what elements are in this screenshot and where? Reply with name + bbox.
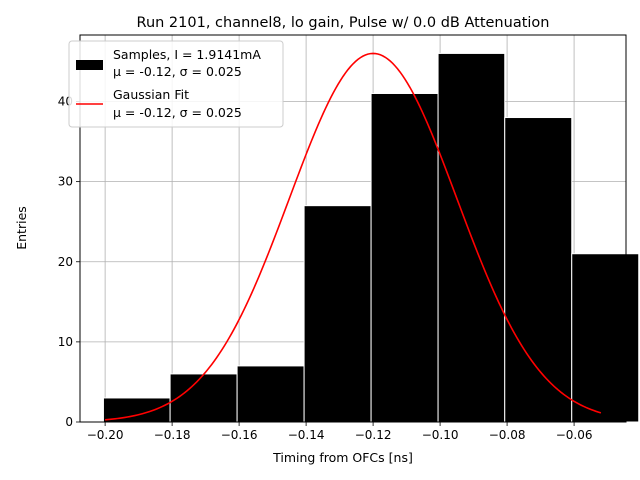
histogram-bar [236,365,305,423]
legend-stats-fit: μ = -0.12, σ = 0.025 [113,105,242,120]
gaussian-fit-curve [105,52,602,421]
y-tick-label: 0 [65,415,73,429]
x-tick-label: −0.20 [87,428,124,442]
legend-stats-samples: μ = -0.12, σ = 0.025 [113,64,242,79]
histogram-bar [571,253,640,423]
x-tick-label: −0.14 [288,428,325,442]
y-tick-label: 10 [58,335,73,349]
histogram-bar [504,117,573,423]
y-axis-label: Entries [14,206,29,250]
x-tick-label: −0.16 [221,428,258,442]
plot-frame [79,34,627,423]
x-tick-label: −0.10 [422,428,459,442]
histogram-bar [169,373,238,423]
legend-label-samples: Samples, I = 1.9141mA [113,47,261,62]
legend: Samples, I = 1.9141mA μ = -0.12, σ = 0.0… [68,40,284,128]
x-tick-label: −0.12 [355,428,392,442]
y-tick-label: 30 [58,175,73,189]
legend-swatch-samples [76,60,103,70]
x-axis-ticks: −0.20 −0.18 −0.16 −0.14 −0.12 −0.10 −0.08 −0.06 [87,422,593,442]
histogram-bar [303,205,372,423]
y-tick-label: 20 [58,255,73,269]
legend-label-fit: Gaussian Fit [113,87,189,102]
histogram-bars [102,52,640,423]
chart-title: Run 2101, channel8, lo gain, Pulse w/ 0.… [137,15,550,31]
legend-box [68,40,284,128]
x-axis-label: Timing from OFCs [ns] [272,450,413,465]
x-tick-label: −0.18 [154,428,191,442]
histogram-bar [370,92,439,423]
x-tick-label: −0.08 [489,428,526,442]
x-tick-label: −0.06 [556,428,593,442]
